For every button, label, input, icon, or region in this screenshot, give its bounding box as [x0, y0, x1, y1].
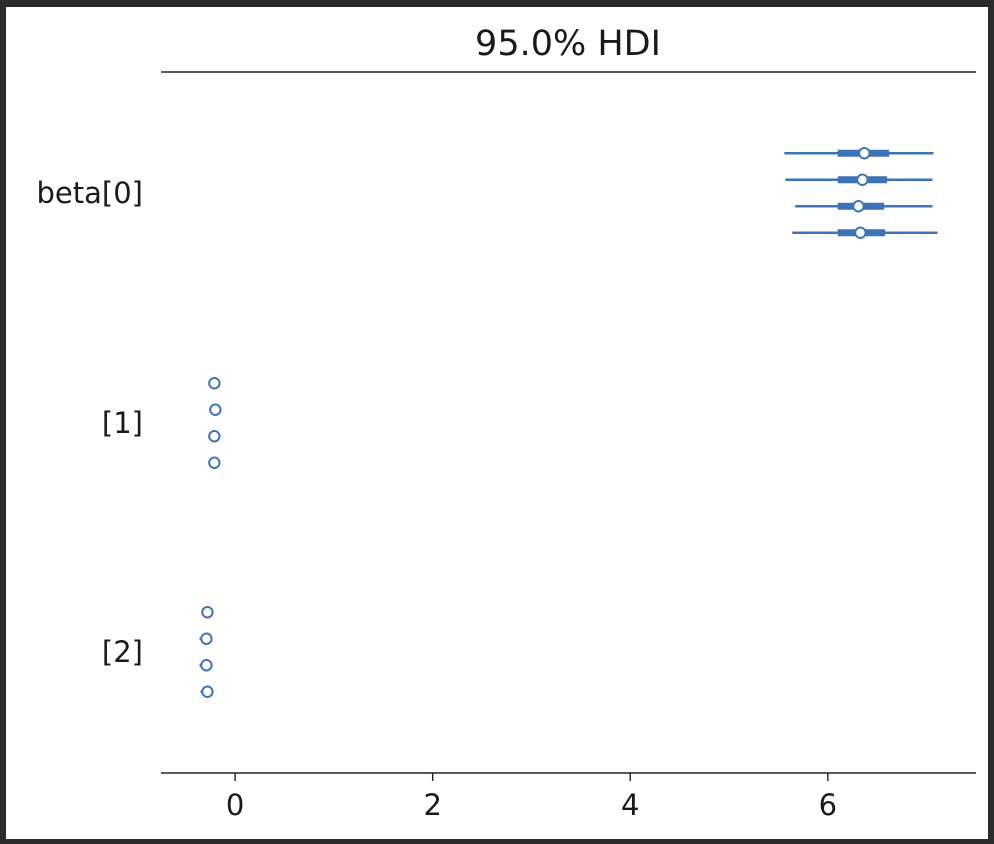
forest-plot: 95.0% HDI 0 2 4 6 beta[0] [1] [2] [37, 24, 976, 822]
x-axis-ticks: 0 2 4 6 [226, 773, 837, 822]
mean-point [852, 200, 865, 213]
mean-point [208, 430, 221, 443]
x-tick-label: 0 [226, 788, 244, 822]
hdi-marks [199, 147, 938, 698]
chart-title: 95.0% HDI [475, 24, 661, 64]
mean-point [854, 226, 867, 239]
mean-point [201, 606, 214, 619]
x-tick-label: 4 [621, 788, 639, 822]
y-axis-labels: beta[0] [1] [2] [37, 176, 143, 669]
x-tick-label: 6 [819, 788, 837, 822]
mean-point [200, 659, 213, 672]
mean-point [856, 173, 869, 186]
mean-point [208, 456, 221, 469]
x-tick-label: 2 [423, 788, 441, 822]
mean-point [858, 147, 871, 160]
y-tick-label: [2] [102, 635, 143, 669]
mean-point [208, 377, 221, 390]
y-tick-label: [1] [102, 406, 143, 440]
figure-canvas: 95.0% HDI 0 2 4 6 beta[0] [1] [2] [6, 7, 988, 839]
y-tick-label: beta[0] [37, 176, 143, 210]
mean-point [200, 632, 213, 645]
mean-point [201, 685, 214, 698]
mean-point [209, 403, 222, 416]
